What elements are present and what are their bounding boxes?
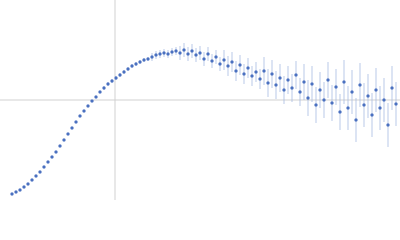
data-point [58, 144, 62, 148]
data-point [274, 83, 278, 87]
data-point [290, 86, 294, 90]
data-point [78, 114, 82, 118]
data-point [286, 78, 290, 82]
data-point [302, 80, 306, 84]
data-point [294, 73, 298, 77]
data-point [230, 60, 234, 64]
data-point [14, 190, 18, 194]
data-point [62, 138, 66, 142]
data-point [334, 85, 338, 89]
data-point [46, 160, 50, 164]
data-point [182, 48, 186, 52]
data-point [30, 178, 34, 182]
data-point [18, 188, 22, 192]
data-point [374, 88, 378, 92]
data-point [330, 101, 334, 105]
data-point [202, 57, 206, 61]
data-point [38, 170, 42, 174]
data-point [50, 155, 54, 159]
data-point [70, 126, 74, 130]
data-point [162, 51, 166, 55]
data-point [194, 53, 198, 57]
data-point [254, 70, 258, 74]
data-point [146, 57, 150, 61]
data-point [214, 55, 218, 59]
data-point [222, 58, 226, 62]
data-point [250, 74, 254, 78]
data-point [346, 106, 350, 110]
data-point [66, 132, 70, 136]
data-point [118, 73, 122, 77]
data-point [22, 185, 26, 189]
data-point [138, 60, 142, 64]
data-point [26, 182, 30, 186]
data-point [370, 113, 374, 117]
data-point [362, 103, 366, 107]
data-point [134, 62, 138, 66]
data-point [282, 88, 286, 92]
data-point [142, 58, 146, 62]
data-point [10, 192, 14, 196]
data-point [126, 67, 130, 71]
data-point [198, 51, 202, 55]
data-point [86, 104, 90, 108]
data-point [98, 90, 102, 94]
data-point [166, 52, 170, 56]
data-point [322, 98, 326, 102]
data-point [354, 118, 358, 122]
data-point [386, 123, 390, 127]
data-point [266, 81, 270, 85]
data-point [366, 94, 370, 98]
data-point [122, 70, 126, 74]
data-point [262, 69, 266, 73]
data-point [90, 99, 94, 103]
data-point [326, 78, 330, 82]
data-point [106, 82, 110, 86]
data-point [394, 102, 398, 106]
data-point [154, 53, 158, 57]
data-point [34, 174, 38, 178]
data-point [306, 96, 310, 100]
data-point [210, 59, 214, 63]
data-point [114, 76, 118, 80]
data-point [258, 77, 262, 81]
data-point [94, 95, 98, 99]
data-point [158, 52, 162, 56]
data-point [314, 103, 318, 107]
data-point [186, 52, 190, 56]
chart [0, 0, 400, 200]
data-point [206, 52, 210, 56]
data-point [110, 79, 114, 83]
data-point [238, 63, 242, 67]
data-point [150, 55, 154, 59]
data-point [298, 90, 302, 94]
data-point [338, 110, 342, 114]
data-point [242, 72, 246, 76]
data-point [178, 51, 182, 55]
data-point [390, 86, 394, 90]
data-point [350, 90, 354, 94]
data-point [310, 82, 314, 86]
data-point [82, 109, 86, 113]
data-point [342, 80, 346, 84]
data-point [170, 50, 174, 54]
data-point [358, 83, 362, 87]
data-point [234, 69, 238, 73]
data-point [278, 76, 282, 80]
data-point [378, 106, 382, 110]
data-point [102, 86, 106, 90]
data-point [130, 64, 134, 68]
data-point [74, 120, 78, 124]
page: (() => { const data = JSON.parse(documen… [0, 0, 400, 200]
data-point [42, 165, 46, 169]
data-point [318, 88, 322, 92]
data-point [246, 66, 250, 70]
data-point [218, 62, 222, 66]
data-point [190, 49, 194, 53]
data-point [270, 72, 274, 76]
data-point [54, 150, 58, 154]
data-point [226, 64, 230, 68]
data-point [174, 49, 178, 53]
data-point [382, 98, 386, 102]
